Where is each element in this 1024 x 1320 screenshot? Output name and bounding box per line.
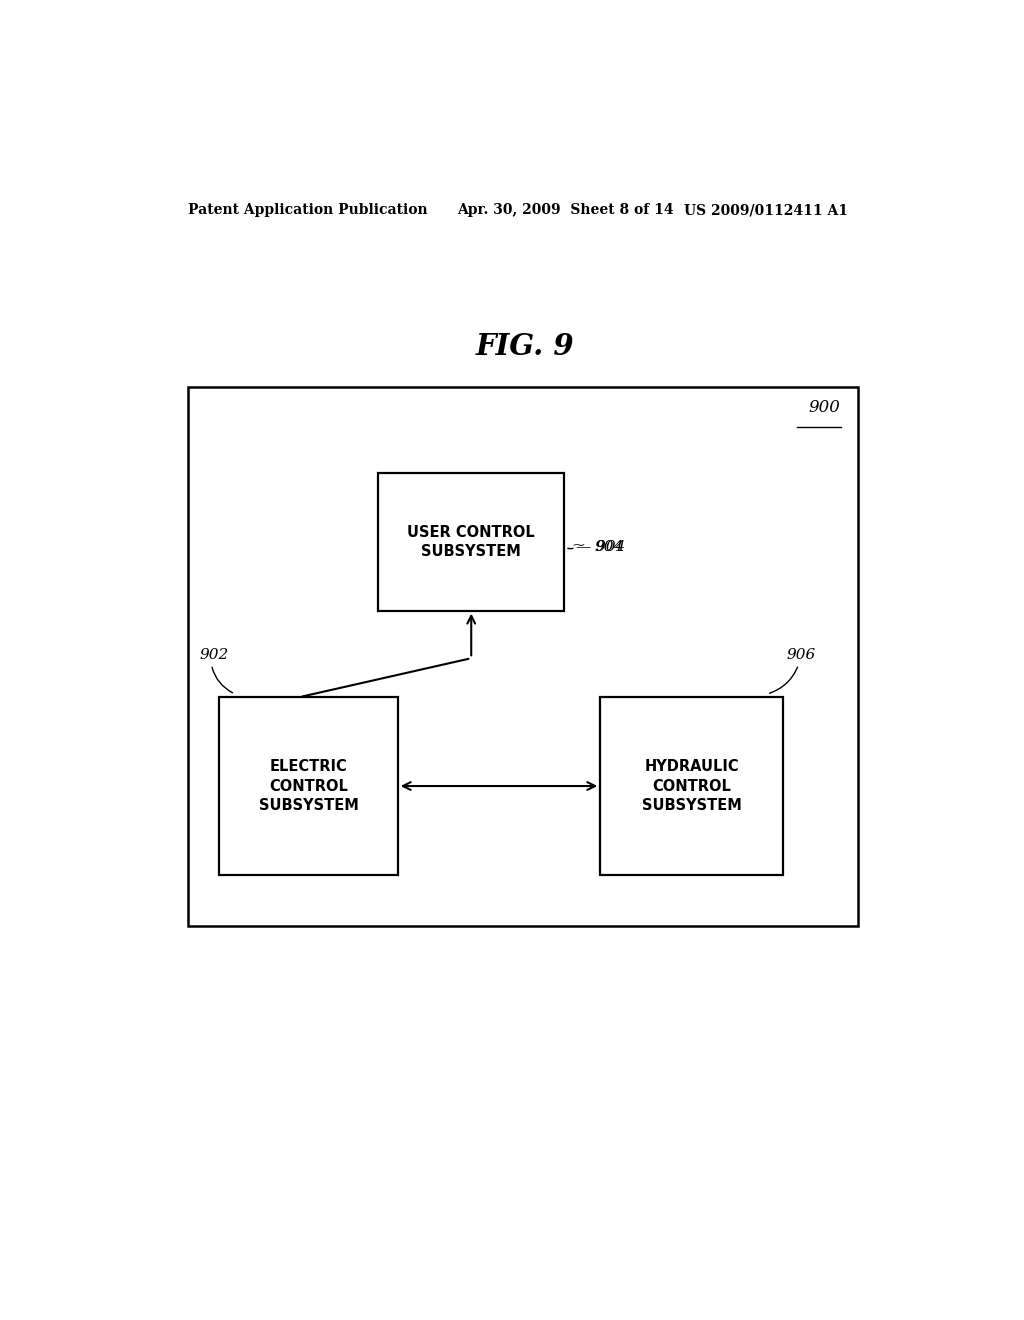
Text: Patent Application Publication: Patent Application Publication (187, 203, 427, 216)
Text: 902: 902 (200, 648, 228, 661)
Bar (600, 697, 782, 875)
Text: ~: ~ (570, 536, 585, 553)
Text: 904: 904 (595, 540, 624, 554)
Text: Apr. 30, 2009  Sheet 8 of 14: Apr. 30, 2009 Sheet 8 of 14 (458, 203, 674, 216)
Text: 900: 900 (809, 399, 841, 416)
Text: USER CONTROL
SUBSYSTEM: USER CONTROL SUBSYSTEM (408, 525, 536, 560)
Bar (187, 387, 858, 925)
Text: HYDRAULIC
CONTROL
SUBSYSTEM: HYDRAULIC CONTROL SUBSYSTEM (641, 759, 741, 813)
Bar (219, 697, 398, 875)
Text: 906: 906 (786, 648, 816, 661)
Text: FIG. 9: FIG. 9 (475, 331, 574, 360)
Text: — 904: — 904 (577, 540, 626, 554)
Text: US 2009/0112411 A1: US 2009/0112411 A1 (684, 203, 848, 216)
Text: ELECTRIC
CONTROL
SUBSYSTEM: ELECTRIC CONTROL SUBSYSTEM (259, 759, 358, 813)
Bar (378, 474, 564, 611)
